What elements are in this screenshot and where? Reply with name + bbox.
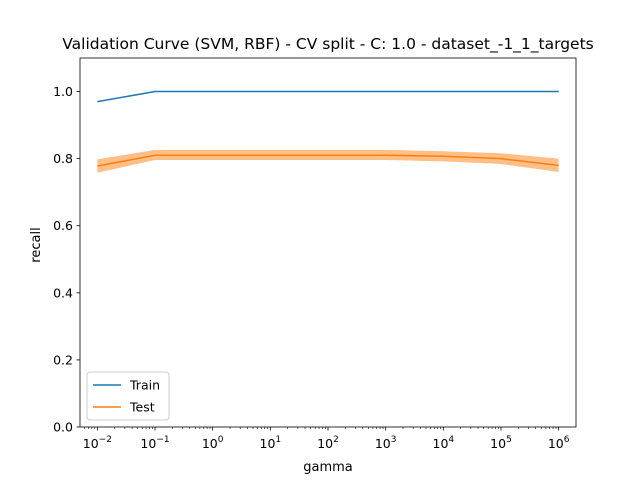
legend-label-test: Test: [129, 400, 155, 415]
axes: 10−2 10−1 100 101 102 103 104 105 106 0.0 0.2 0.4 0.…: [53, 57, 577, 451]
x-tick-label: 101: [260, 435, 282, 451]
x-tick-label: 104: [433, 435, 455, 451]
x-tick-label: 106: [548, 435, 570, 451]
plot-area: [97, 90, 559, 173]
y-axis-label: recall: [29, 227, 44, 262]
y-tick-label: 0.8: [53, 151, 73, 166]
x-tick-label: 10−1: [140, 435, 169, 451]
x-tick-label: 105: [490, 435, 512, 451]
y-tick-label: 0.2: [53, 352, 73, 367]
chart-title: Validation Curve (SVM, RBF) - CV split -…: [62, 35, 594, 54]
x-tick-label: 10−2: [83, 435, 112, 451]
legend-box: [86, 371, 170, 421]
x-tick-label: 100: [202, 435, 224, 451]
series-test-line: [97, 154, 559, 167]
y-tick-label: 0.6: [53, 218, 73, 233]
series-train-line: [97, 90, 559, 103]
y-tick-label: 0.4: [53, 285, 73, 300]
legend: Train Test: [86, 371, 170, 421]
series-test-band: [97, 149, 559, 173]
x-axis-label: gamma: [303, 460, 353, 475]
x-tick-label: 102: [317, 435, 339, 451]
y-tick-label: 1.0: [53, 84, 73, 99]
x-tick-label: 103: [375, 435, 397, 451]
y-tick-label: 0.0: [53, 420, 73, 435]
legend-label-train: Train: [129, 378, 160, 393]
